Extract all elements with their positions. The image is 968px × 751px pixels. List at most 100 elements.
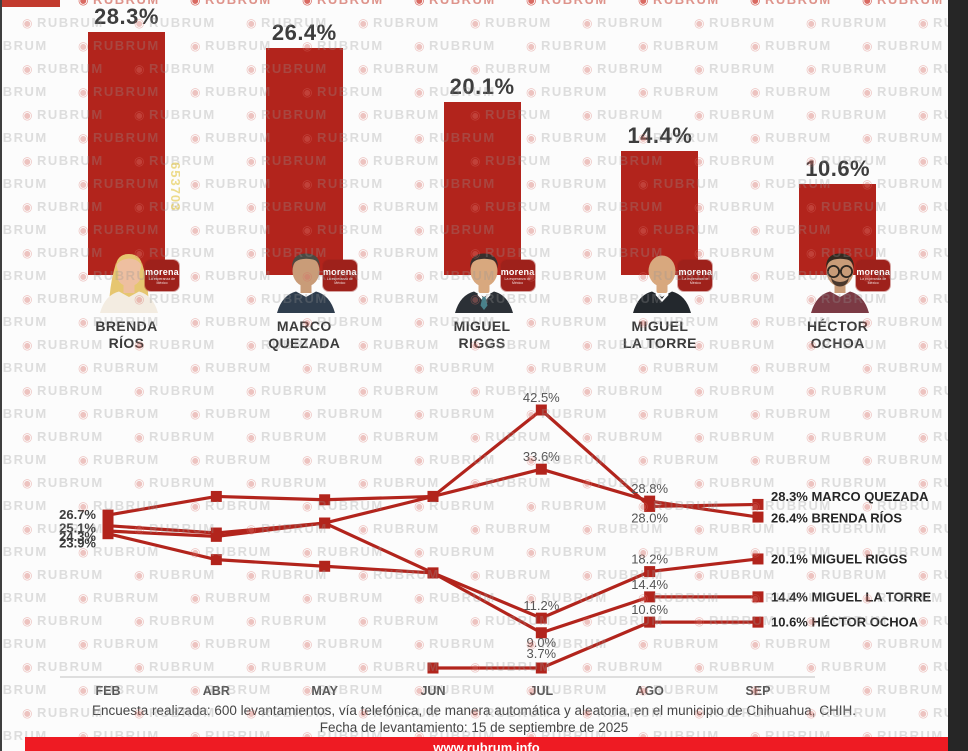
data-value-label: 26.7% xyxy=(59,507,96,522)
data-point-marker xyxy=(752,553,764,565)
data-point-marker xyxy=(427,567,439,579)
data-point-marker xyxy=(535,627,547,639)
data-point-marker xyxy=(752,616,764,628)
data-point-marker xyxy=(644,616,656,628)
candidate-photo xyxy=(97,239,161,313)
candidate-photo xyxy=(452,239,516,313)
legend-entry: 20.1% MIGUEL RIGGS xyxy=(771,551,908,566)
data-value-label: 11.2% xyxy=(523,598,559,613)
survey-methodology-text: Encuesta realizada: 600 levantamientos, … xyxy=(92,703,856,718)
bar-value-label: 10.6% xyxy=(805,155,871,181)
data-point-marker xyxy=(427,662,439,674)
party-name: morena xyxy=(678,267,713,277)
legend-entry: 28.3% MARCO QUEZADA xyxy=(771,489,929,504)
data-point-marker xyxy=(210,554,222,566)
candidate-name: MIGUEL LA TORRE xyxy=(622,318,697,351)
data-point-marker xyxy=(752,591,764,603)
candidate-photo-svg xyxy=(455,253,514,313)
data-value-label: 10.6% xyxy=(631,602,668,617)
data-value-label: 24.3% xyxy=(59,529,96,544)
month-label: JUN xyxy=(420,684,445,698)
month-label: MAY xyxy=(311,684,338,698)
party-tagline: La esperanza de México xyxy=(148,277,176,285)
month-label: SEP xyxy=(745,684,770,698)
bar-value-label: 28.3% xyxy=(94,3,159,29)
data-point-marker xyxy=(210,490,222,502)
candidate-photo-svg xyxy=(99,254,158,313)
morena-party-badge: morena La esperanza de México xyxy=(678,260,713,291)
legend-entry: 10.6% HÉCTOR OCHOA xyxy=(771,615,919,630)
data-point-marker xyxy=(102,509,114,521)
top-edge-red-fragment xyxy=(2,0,60,7)
data-value-label: 23.9% xyxy=(59,536,96,551)
party-name: morena xyxy=(500,267,535,277)
data-point-marker xyxy=(535,404,547,416)
poll-bar xyxy=(265,47,343,275)
candidate-photo-svg xyxy=(632,255,691,313)
data-point-marker xyxy=(535,612,547,624)
data-point-marker xyxy=(319,494,331,506)
month-label: ABR xyxy=(203,684,230,698)
poll-bar xyxy=(443,102,521,275)
data-value-label: 25.1% xyxy=(59,521,96,536)
party-tagline: La esperanza de México xyxy=(504,277,531,285)
data-value-label: 9.0% xyxy=(526,635,556,650)
morena-party-badge: morena La esperanza de México xyxy=(322,260,357,291)
candidate-name: MARCO QUEZADA xyxy=(268,318,341,351)
line-chart: FEB ABR MAY JUN JUL AGO SEP 26.7%25.1%24.3%23.9… xyxy=(59,390,931,698)
month-label: FEB xyxy=(96,684,121,698)
month-label: AGO xyxy=(635,684,664,698)
data-point-marker xyxy=(644,495,656,507)
data-point-marker xyxy=(427,490,439,502)
party-tagline: La esperanza de México xyxy=(860,277,887,285)
website-url: www.rubrum.info xyxy=(433,740,540,751)
data-point-marker xyxy=(319,517,331,529)
candidate-photo xyxy=(808,239,872,313)
serial-watermark: 653703 xyxy=(168,162,183,212)
window-edge-left xyxy=(0,0,2,751)
data-value-label: 3.7% xyxy=(526,646,556,661)
data-value-label: 14.4% xyxy=(631,577,668,592)
legend-entry: 26.4% BRENDA RÍOS xyxy=(771,511,902,526)
candidate-photo xyxy=(630,239,694,313)
data-point-marker xyxy=(644,591,656,603)
data-point-marker xyxy=(210,530,222,542)
bar-value-label: 20.1% xyxy=(449,74,515,100)
candidate-photo-svg xyxy=(277,253,336,313)
data-value-label: 33.6% xyxy=(523,449,560,464)
data-point-marker xyxy=(535,662,547,674)
candidate-photo xyxy=(274,239,338,313)
bar-value-label: 26.4% xyxy=(271,19,337,45)
candidate-name: BRENDA RÍOS xyxy=(95,318,158,351)
party-name: morena xyxy=(145,267,179,277)
data-point-marker xyxy=(752,511,764,523)
trend-line xyxy=(432,620,758,670)
party-name: morena xyxy=(322,267,357,277)
morena-party-badge: morena La esperanza de México xyxy=(145,260,179,291)
data-value-label: 28.0% xyxy=(631,510,668,525)
data-point-marker xyxy=(644,566,656,578)
party-name: morena xyxy=(856,267,891,277)
window-edge-right xyxy=(948,0,968,751)
legend-entry: 14.4% MIGUEL LA TORRE xyxy=(771,589,931,604)
data-point-marker xyxy=(319,560,331,572)
candidate-photo-svg xyxy=(810,253,869,313)
party-tagline: La esperanza de México xyxy=(682,277,709,285)
poll-bar xyxy=(88,31,165,275)
data-value-label: 42.5% xyxy=(523,390,560,405)
data-value-label: 28.8% xyxy=(631,481,668,496)
morena-party-badge: morena La esperanza de México xyxy=(500,260,535,291)
poll-bar xyxy=(621,151,699,275)
survey-date-text: Fecha de levantamiento: 15 de septiembre… xyxy=(319,720,629,735)
data-point-marker xyxy=(752,498,764,510)
candidate-name: MIGUEL RIGGS xyxy=(453,318,511,351)
candidate-name: HÉCTOR OCHOA xyxy=(807,318,869,351)
bar-chart: 28.3% morena La esperanza de México BRENDA R… xyxy=(0,0,948,360)
party-tagline: La esperanza de México xyxy=(326,277,353,285)
bar-value-label: 14.4% xyxy=(627,123,693,149)
data-value-label: 18.2% xyxy=(631,552,668,567)
footer-bar: www.rubrum.info xyxy=(25,737,948,751)
morena-party-badge: morena La esperanza de México xyxy=(856,260,891,291)
data-point-marker xyxy=(535,463,547,475)
